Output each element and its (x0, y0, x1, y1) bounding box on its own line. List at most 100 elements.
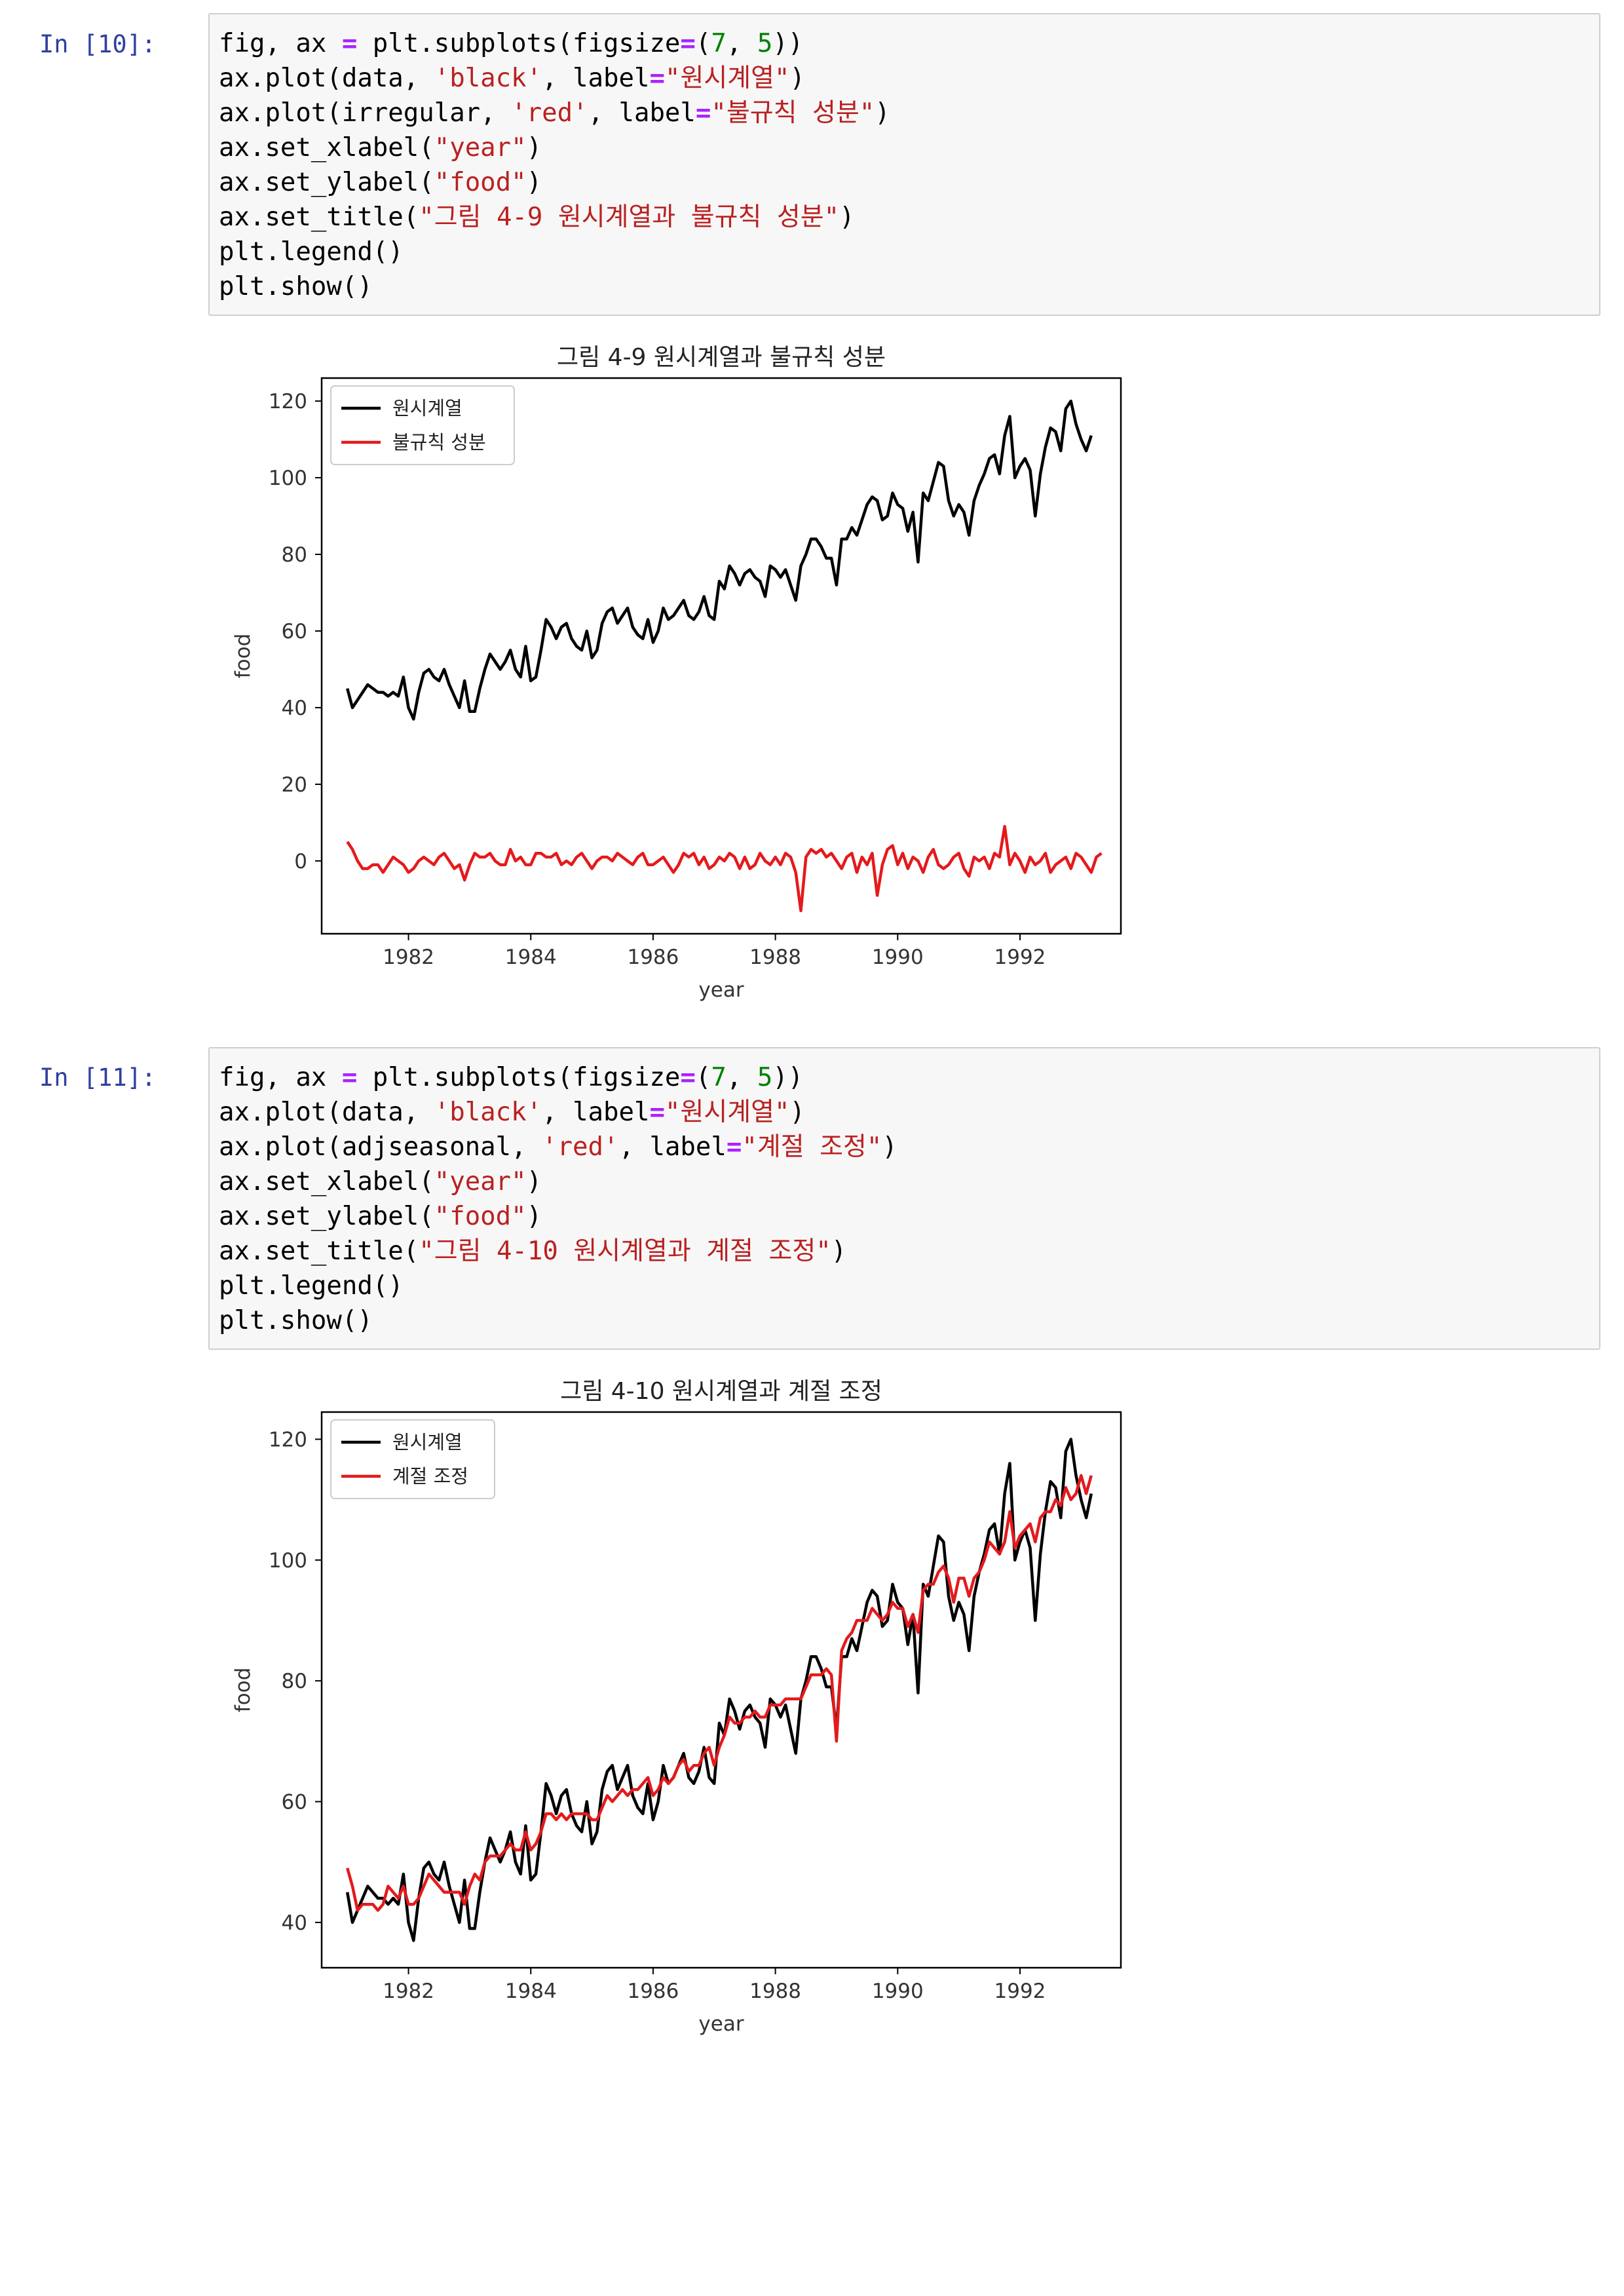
code-token: plt.show() (219, 1306, 373, 1335)
code-token: 7 (711, 29, 727, 58)
code-editor[interactable]: fig, ax = plt.subplots(figsize=(7, 5)) ax… (210, 14, 1599, 316)
cell-prompt: In [11]: (39, 1063, 157, 1092)
code-token: "그림 4-10 원시계열과 계절 조정" (419, 1236, 831, 1266)
code-token: = (726, 1132, 742, 1162)
x-tick-label: 1986 (627, 1980, 679, 2003)
code-line: ax.plot(irregular, 'red', label="불규칙 성분"… (219, 96, 1590, 130)
x-tick-label: 1990 (872, 1980, 924, 2003)
code-line: ax.set_ylabel("food") (219, 1199, 1590, 1234)
line-chart: 그림 4-10 원시계열과 계절 조정 1982 1984 1986 1988 1990 1… (231, 1378, 1122, 2036)
code-token: = (695, 98, 711, 128)
code-token: 5 (757, 1063, 773, 1092)
code-token: ) (875, 98, 890, 128)
code-token: , label (618, 1132, 727, 1162)
code-line: ax.set_xlabel("year") (219, 130, 1590, 165)
code-line: ax.set_title("그림 4-9 원시계열과 불규칙 성분") (219, 200, 1590, 235)
code-line: ax.plot(data, 'black', label="원시계열") (219, 1095, 1590, 1130)
code-token: 'black' (434, 64, 542, 93)
code-cell[interactable]: fig, ax = plt.subplots(figsize=(7, 5)) ax… (208, 13, 1600, 316)
code-token: ( (695, 1063, 711, 1092)
code-token: ax.plot(irregular, (219, 98, 512, 128)
code-token: "year" (434, 133, 527, 163)
code-token: ax.plot(data, (219, 1098, 434, 1127)
code-cell[interactable]: fig, ax = plt.subplots(figsize=(7, 5)) ax… (208, 1047, 1600, 1350)
code-line: plt.legend() (219, 1269, 1590, 1303)
code-token: "원시계열" (664, 1098, 790, 1127)
code-token: , label (542, 1098, 650, 1127)
chart-title: 그림 4-9 원시계열과 불규칙 성분 (557, 344, 886, 371)
code-token: ax.set_xlabel( (219, 1167, 434, 1196)
code-token: ax.set_xlabel( (219, 133, 434, 163)
code-token: ) (526, 133, 542, 163)
legend-box (330, 385, 515, 465)
code-token: ax.plot(adjseasonal, (219, 1132, 542, 1162)
code-token: 'red' (511, 98, 588, 128)
chart-figure: 그림 4-9 원시계열과 불규칙 성분 1982 1984 1986 1988 1990 1… (208, 331, 1139, 1022)
code-token: , label (588, 98, 696, 128)
code-token: ax.set_title( (219, 1236, 419, 1266)
code-token: "그림 4-9 원시계열과 불규칙 성분" (419, 202, 840, 232)
code-token: = (341, 29, 358, 58)
code-line: ax.set_title("그림 4-10 원시계열과 계절 조정") (219, 1234, 1590, 1269)
y-tick-label: 60 (282, 1791, 307, 1814)
legend-label: 원시계열 (392, 1431, 463, 1453)
y-tick-label: 120 (269, 1428, 307, 1451)
code-token: "food" (434, 1202, 527, 1231)
x-axis-label: year (698, 978, 744, 1002)
code-token: ax.set_ylabel( (219, 168, 434, 197)
x-tick-label: 1984 (505, 1980, 557, 2003)
series-line-0 (345, 1438, 1093, 1942)
series-line-0 (346, 399, 1093, 721)
code-token: = (649, 64, 665, 93)
code-token: "year" (434, 1167, 527, 1196)
code-token: 5 (757, 29, 773, 58)
code-token: = (680, 29, 696, 58)
y-axis-label: food (231, 1668, 255, 1713)
y-tick-label: 20 (282, 773, 307, 797)
code-line: plt.legend() (219, 235, 1590, 269)
legend-box (330, 1419, 495, 1499)
y-tick-label: 80 (282, 543, 307, 567)
code-token: ) (526, 1202, 542, 1231)
code-token: "food" (434, 168, 527, 197)
x-tick-label: 1992 (994, 946, 1046, 969)
y-tick-label: 120 (269, 390, 307, 413)
x-tick-label: 1986 (627, 946, 679, 969)
code-token: ax.set_title( (219, 202, 419, 232)
code-line: ax.set_ylabel("food") (219, 165, 1590, 200)
y-tick-label: 100 (269, 467, 307, 490)
y-tick-label: 60 (282, 620, 307, 643)
line-chart: 그림 4-9 원시계열과 불규칙 성분 1982 1984 1986 1988 1990 1… (231, 344, 1122, 1002)
code-token: ax.set_ylabel( (219, 1202, 434, 1231)
code-token: plt.subplots(figsize (357, 1063, 681, 1092)
code-token: "원시계열" (664, 64, 790, 93)
x-tick-label: 1990 (872, 946, 924, 969)
x-tick-label: 1982 (383, 946, 434, 969)
code-editor[interactable]: fig, ax = plt.subplots(figsize=(7, 5)) ax… (210, 1048, 1599, 1350)
code-token: = (649, 1098, 665, 1127)
code-token: ) (839, 202, 855, 232)
code-token: fig, ax (219, 29, 342, 58)
code-line: plt.show() (219, 1303, 1590, 1338)
code-token: ( (695, 29, 711, 58)
code-token: 'black' (434, 1098, 542, 1127)
plot-frame (320, 377, 1122, 935)
code-token: ) (789, 64, 805, 93)
code-token: )) (772, 29, 804, 58)
code-token: ) (882, 1132, 897, 1162)
legend-label: 원시계열 (392, 397, 463, 419)
x-tick-label: 1992 (994, 1980, 1046, 2003)
plot-frame (320, 1411, 1122, 1969)
chart-title: 그림 4-10 원시계열과 계절 조정 (560, 1378, 882, 1405)
legend-label: 불규칙 성분 (392, 431, 486, 453)
y-tick-label: 40 (282, 697, 307, 720)
code-token: 'red' (542, 1132, 619, 1162)
x-tick-label: 1984 (505, 946, 557, 969)
code-line: fig, ax = plt.subplots(figsize=(7, 5)) (219, 26, 1590, 61)
code-token: ) (526, 168, 542, 197)
legend-label: 계절 조정 (392, 1465, 468, 1487)
code-token: = (341, 1063, 358, 1092)
code-line: fig, ax = plt.subplots(figsize=(7, 5)) (219, 1060, 1590, 1095)
code-token: , (726, 29, 757, 58)
